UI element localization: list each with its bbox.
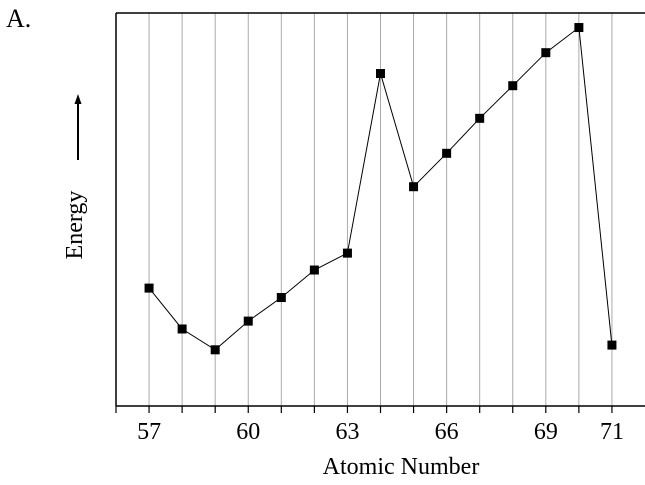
x-tick-label: 63 <box>335 419 359 445</box>
x-tick-label: 69 <box>534 419 558 445</box>
data-point <box>475 113 485 123</box>
data-point <box>376 69 385 79</box>
data-point <box>210 345 220 355</box>
data-point <box>574 23 584 33</box>
y-axis-arrow-icon <box>74 94 82 160</box>
data-point <box>144 283 154 293</box>
x-axis-label: Atomic Number <box>323 454 480 480</box>
data-point <box>309 265 319 275</box>
x-tick-labels: 57 60 63 66 69 71 <box>137 419 624 445</box>
x-ticks <box>115 406 613 413</box>
data-point <box>243 316 253 326</box>
data-point <box>607 340 617 350</box>
x-tick-label: 71 <box>600 419 624 445</box>
data-point <box>342 248 352 258</box>
x-tick-label: 60 <box>236 419 260 445</box>
data-point <box>276 293 286 303</box>
panel-label: A. <box>6 4 32 33</box>
data-point <box>177 324 187 334</box>
data-markers <box>144 23 617 355</box>
y-axis-label: Energy <box>62 191 88 260</box>
data-point <box>409 182 419 192</box>
x-tick-label: 57 <box>137 419 161 445</box>
data-point <box>541 48 551 58</box>
grid-lines <box>148 13 613 406</box>
data-point <box>442 148 452 158</box>
data-point <box>508 81 518 91</box>
x-tick-label: 66 <box>435 419 459 445</box>
